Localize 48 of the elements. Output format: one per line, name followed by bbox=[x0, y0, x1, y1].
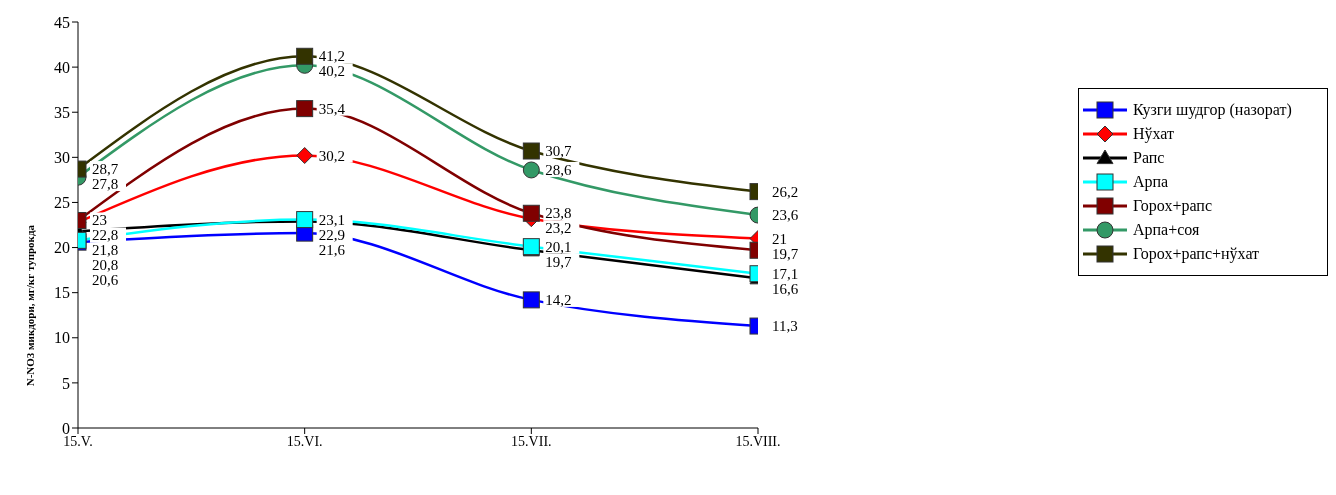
y-tick-label: 30 bbox=[54, 149, 70, 167]
legend-label: Кузги шудгор (назорат) bbox=[1133, 101, 1292, 119]
data-label: 28,7 bbox=[92, 161, 119, 178]
data-label: 21 bbox=[772, 230, 787, 247]
data-label: 30,2 bbox=[318, 147, 345, 164]
data-label: 22,9 bbox=[318, 226, 345, 243]
data-label: 16,6 bbox=[772, 280, 799, 297]
x-tick-label: 15.VII. bbox=[511, 433, 552, 449]
data-label: 20,6 bbox=[92, 272, 119, 289]
legend-label: Арпа bbox=[1133, 173, 1169, 191]
y-tick-label: 5 bbox=[62, 374, 70, 392]
y-tick-label: 10 bbox=[54, 329, 70, 347]
legend-label: Арпа+соя bbox=[1133, 221, 1200, 239]
data-label: 22,8 bbox=[92, 227, 119, 244]
x-tick-label: 15.VI. bbox=[286, 433, 323, 449]
y-tick-label: 45 bbox=[54, 13, 70, 31]
y-tick-label: 25 bbox=[54, 194, 70, 212]
legend-label: Горох+рапс+нўхат bbox=[1133, 245, 1260, 263]
data-label: 35,4 bbox=[318, 100, 346, 117]
data-label: 41,2 bbox=[318, 48, 345, 65]
legend-label: Нўхат bbox=[1133, 125, 1175, 143]
legend-label: Рапс bbox=[1133, 149, 1165, 167]
data-label: 26,2 bbox=[772, 183, 799, 200]
data-label: 11,3 bbox=[772, 318, 798, 335]
x-tick-label: 15.VIII. bbox=[735, 433, 781, 449]
data-label: 21,8 bbox=[92, 242, 119, 259]
data-label: 21,6 bbox=[318, 241, 346, 258]
data-label: 19,7 bbox=[772, 245, 799, 262]
data-label: 27,8 bbox=[92, 176, 119, 193]
data-label: 23,1 bbox=[318, 211, 345, 228]
y-tick-label: 20 bbox=[54, 239, 70, 257]
legend-label: Горох+рапс bbox=[1133, 197, 1213, 215]
y-tick-label: 40 bbox=[54, 58, 70, 76]
data-label: 19,7 bbox=[545, 253, 573, 270]
data-label: 23 bbox=[92, 212, 107, 229]
data-label: 28,6 bbox=[545, 161, 573, 178]
y-tick-label: 35 bbox=[54, 103, 70, 121]
data-label: 17,1 bbox=[772, 265, 799, 282]
data-label: 23,8 bbox=[545, 205, 572, 222]
y-tick-label: 15 bbox=[54, 284, 70, 302]
data-label: 14,2 bbox=[545, 291, 572, 308]
data-label: 23,2 bbox=[545, 220, 572, 237]
data-label: 23,6 bbox=[772, 207, 799, 224]
data-label: 20,8 bbox=[92, 257, 119, 274]
data-label: 30,7 bbox=[545, 143, 573, 160]
y-axis-title: N-NO3 микдори, мг/кг тупрокда bbox=[23, 224, 36, 387]
data-label: 20,1 bbox=[545, 238, 572, 255]
data-label: 40,2 bbox=[318, 63, 345, 80]
